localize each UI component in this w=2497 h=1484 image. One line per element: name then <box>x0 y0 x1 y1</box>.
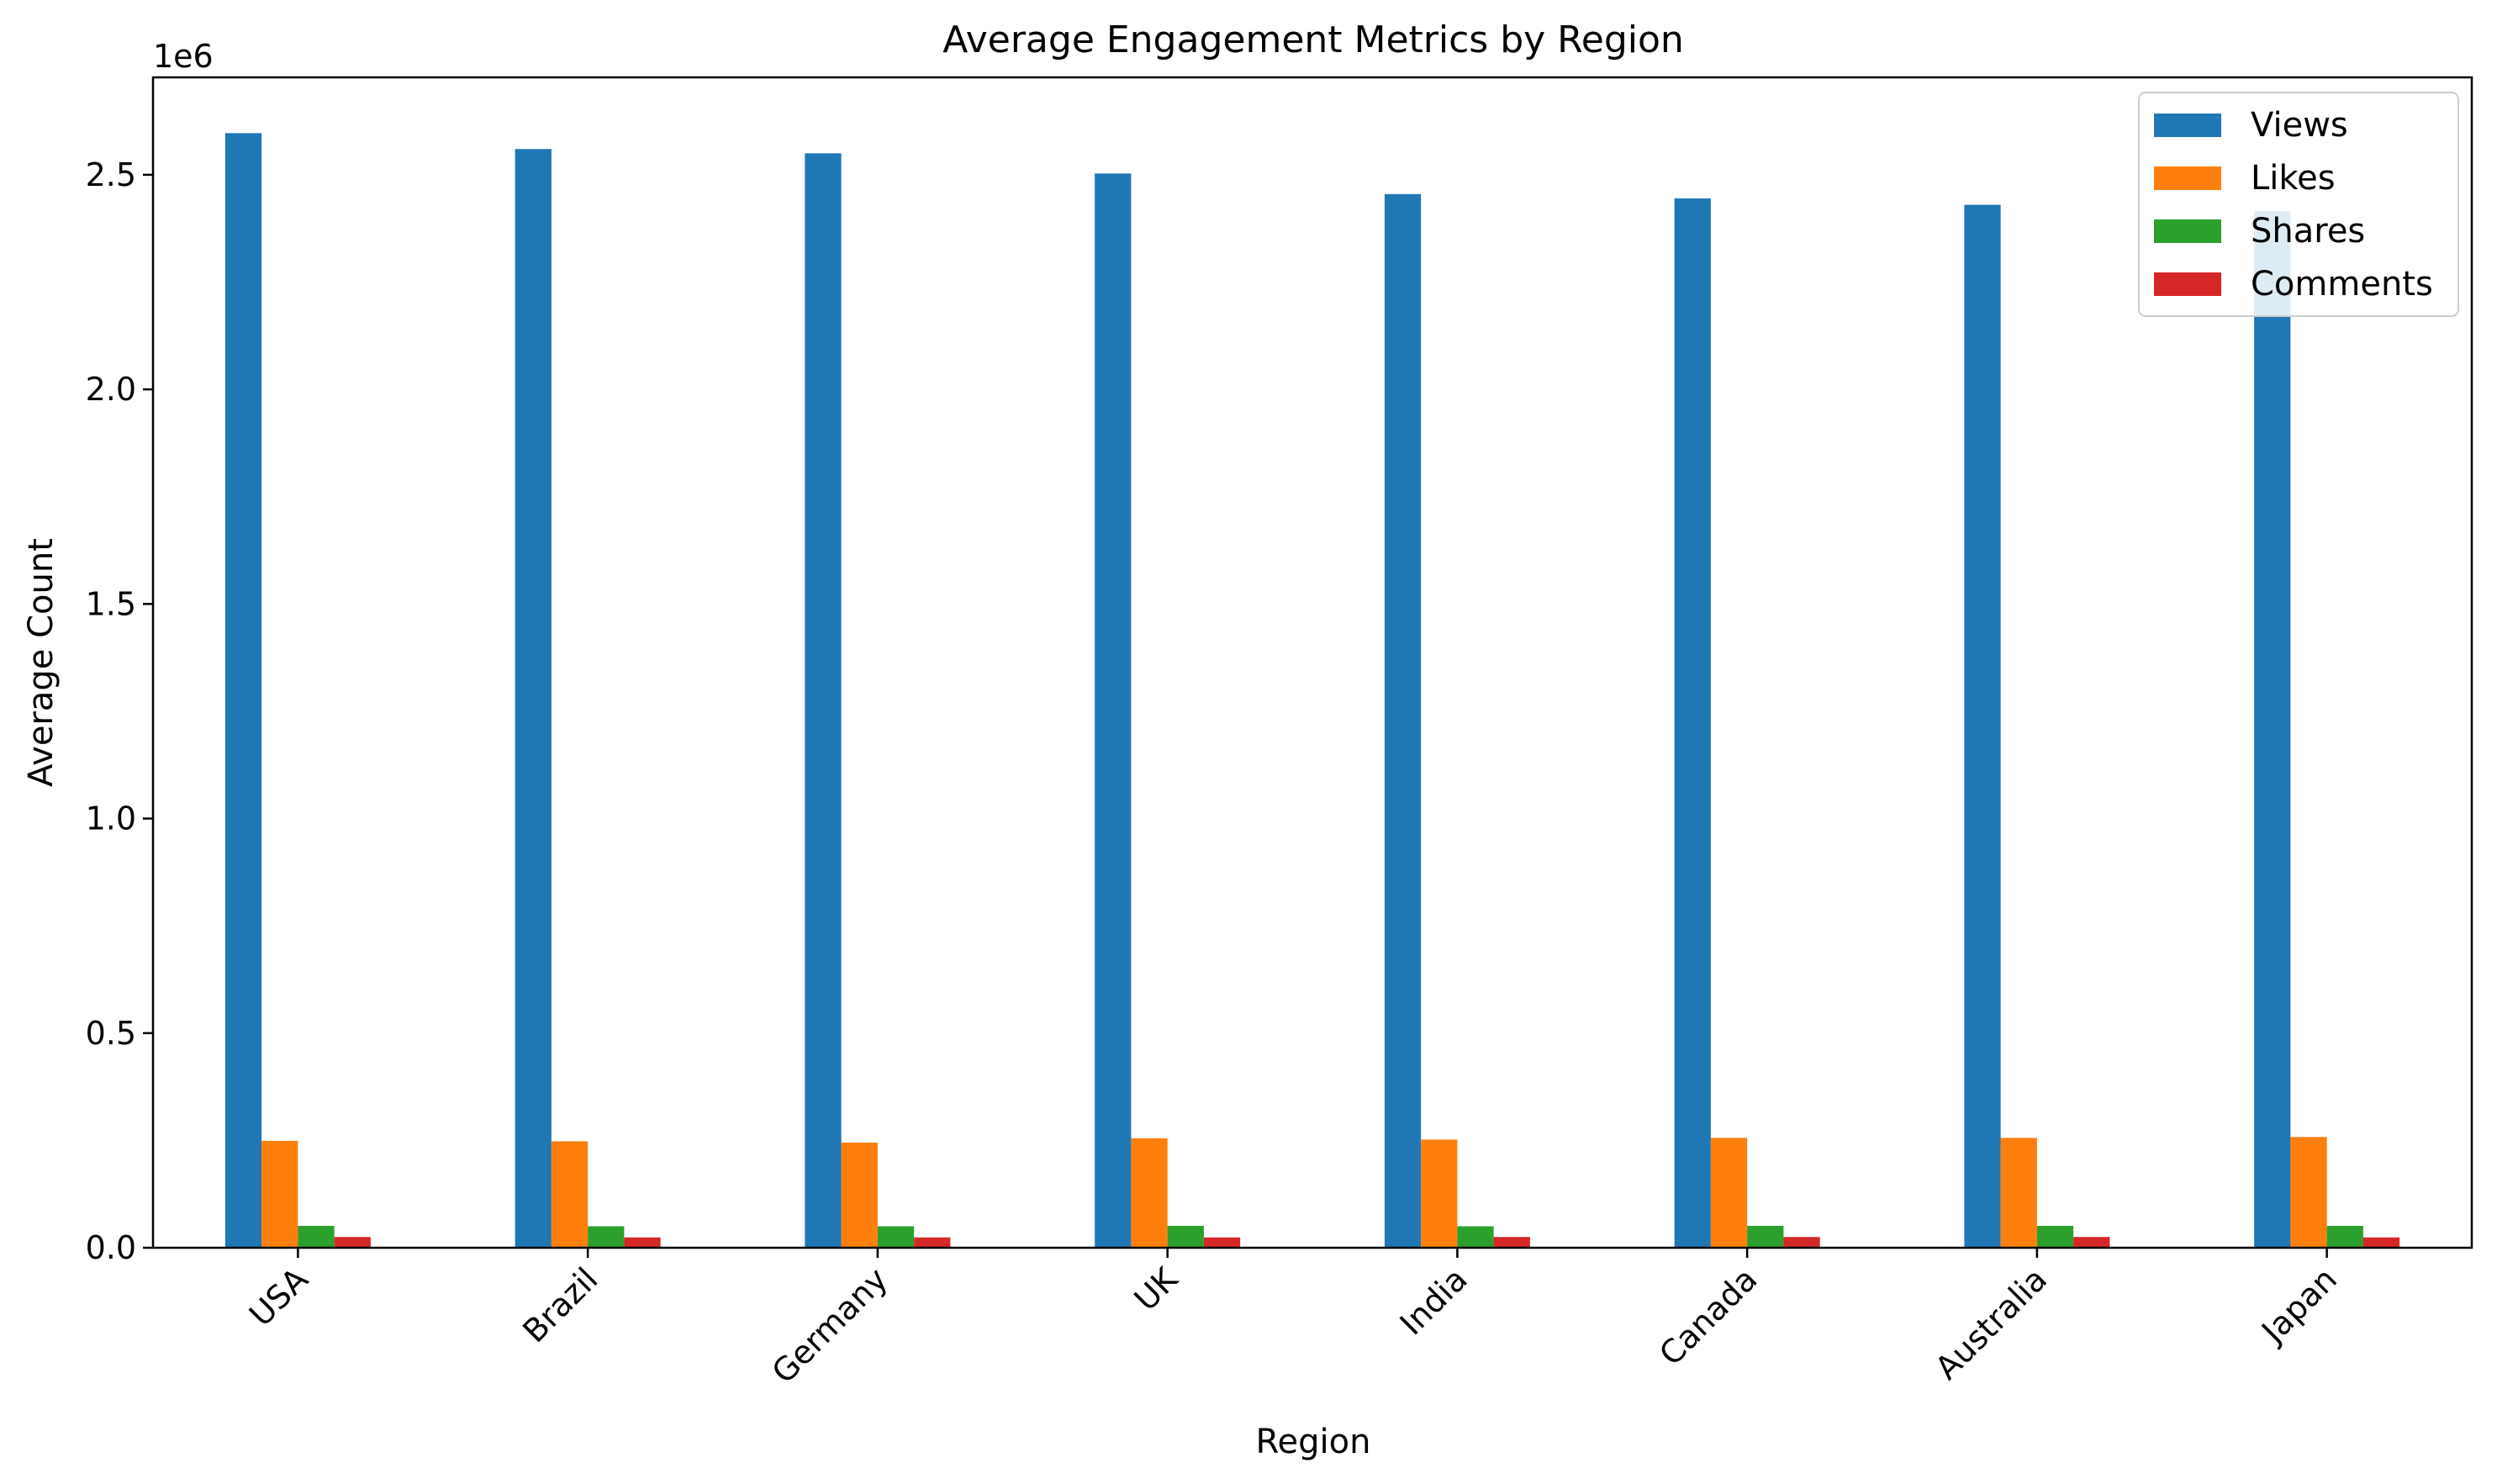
plot-frame <box>151 76 2473 1249</box>
legend-swatch-views <box>2154 114 2221 137</box>
bar-likes-brazil <box>551 1141 589 1248</box>
bar-shares-germany <box>877 1226 915 1248</box>
bar-comments-usa <box>334 1237 371 1248</box>
bar-shares-brazil <box>588 1226 625 1248</box>
bar-comments-germany <box>914 1237 951 1248</box>
y-tick-label: 2.5 <box>86 156 136 193</box>
y-tick-label: 1.0 <box>86 800 136 837</box>
bar-likes-germany <box>841 1142 878 1248</box>
bar-likes-canada <box>1710 1138 1748 1248</box>
bar-views-india <box>1384 193 1422 1249</box>
y-tick-label: 2.0 <box>86 371 136 408</box>
bar-shares-usa <box>298 1225 335 1248</box>
y-tick-label: 1.5 <box>86 585 136 622</box>
bar-comments-australia <box>2073 1237 2110 1248</box>
bar-views-uk <box>1095 173 1132 1249</box>
bar-shares-india <box>1457 1226 1494 1248</box>
bar-views-germany <box>805 153 842 1249</box>
legend-swatch-shares <box>2154 219 2221 243</box>
bar-comments-canada <box>1783 1237 1820 1248</box>
bar-shares-uk <box>1167 1225 1204 1248</box>
bar-views-australia <box>1964 204 2001 1249</box>
bar-shares-canada <box>1747 1225 1784 1248</box>
bar-likes-japan <box>2290 1137 2327 1248</box>
bar-comments-brazil <box>624 1237 661 1248</box>
legend-label-views: Views <box>2251 106 2348 145</box>
legend-swatch-likes <box>2154 166 2221 190</box>
bar-likes-usa <box>261 1140 298 1248</box>
chart-title: Average Engagement Metrics by Region <box>942 18 1684 61</box>
bar-shares-japan <box>2326 1225 2363 1248</box>
y-tick-label: 0.5 <box>86 1015 136 1052</box>
bar-views-brazil <box>515 149 552 1248</box>
bar-shares-australia <box>2036 1225 2074 1248</box>
y-axis-label: Average Count <box>22 538 61 787</box>
y-offset-label: 1e6 <box>153 38 214 75</box>
bar-likes-uk <box>1131 1138 1168 1248</box>
y-tick-label: 0.0 <box>86 1229 136 1266</box>
legend: Views Likes Shares Comments <box>2138 92 2459 317</box>
legend-label-likes: Likes <box>2251 159 2336 198</box>
bar-comments-uk <box>1203 1237 1241 1248</box>
bar-comments-india <box>1493 1237 1530 1248</box>
bar-likes-australia <box>2000 1138 2037 1248</box>
legend-swatch-comments <box>2154 272 2221 296</box>
x-axis-label: Region <box>1256 1423 1371 1461</box>
bar-views-usa <box>224 133 262 1249</box>
bars-layer <box>224 133 2400 1249</box>
bar-likes-india <box>1421 1139 1458 1248</box>
legend-label-shares: Shares <box>2251 212 2365 251</box>
bar-comments-japan <box>2362 1237 2400 1248</box>
legend-label-comments: Comments <box>2251 265 2433 304</box>
bar-views-canada <box>1674 198 1711 1249</box>
bar-views-japan <box>2254 211 2291 1248</box>
legend-box <box>2138 92 2459 317</box>
y-axis-ticks: 0.0 0.5 1.0 1.5 2.0 2.5 <box>86 156 153 1266</box>
